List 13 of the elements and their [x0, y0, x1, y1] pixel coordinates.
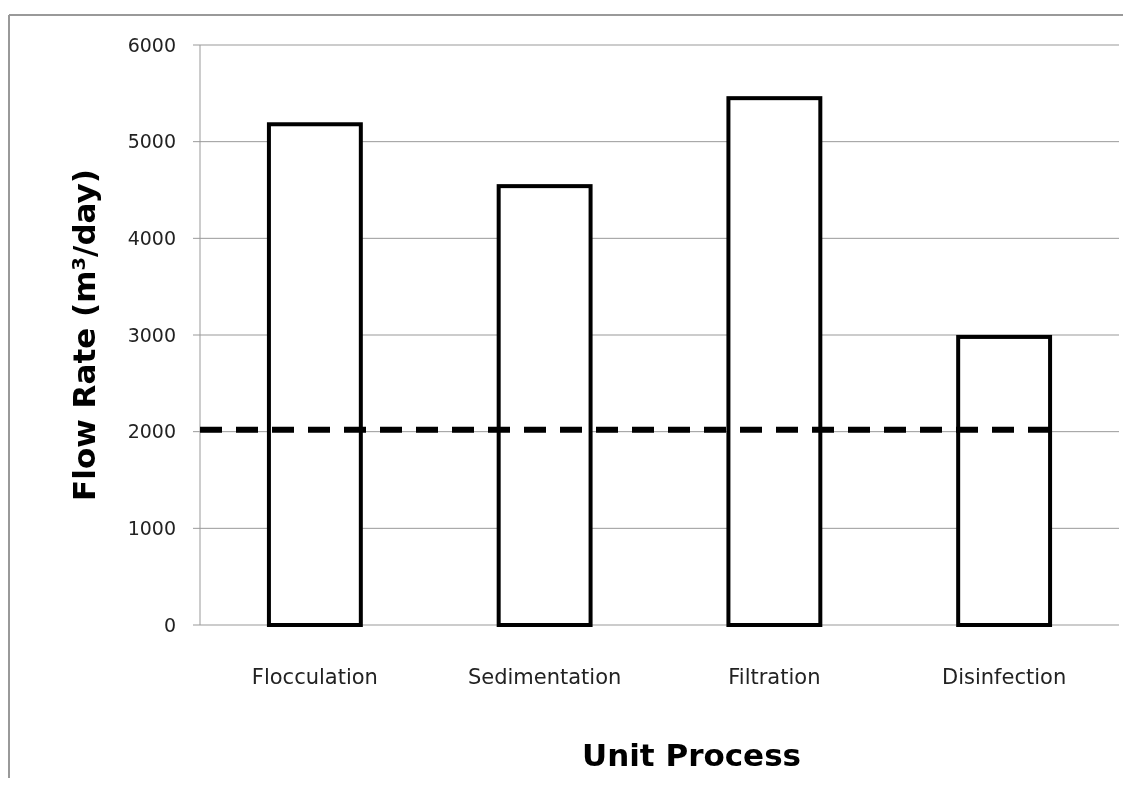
y-tick-label: 2000 [127, 420, 176, 443]
x-tick-label: Flocculation [251, 665, 378, 689]
x-tick-label: Disinfection [942, 665, 1067, 689]
y-tick-label: 4000 [127, 226, 176, 249]
x-tick-label: Sedimentation [467, 665, 622, 689]
y-tick-label: 6000 [127, 33, 176, 56]
y-tick-label: 0 [163, 613, 176, 636]
y-axis-title: Flow Rate (m³/day) [66, 169, 102, 501]
x-tick-label: Filtration [728, 665, 821, 689]
x-axis-title: Unit Process [581, 737, 802, 773]
y-tick-label: 5000 [127, 130, 176, 153]
y-tick-label: 1000 [127, 516, 176, 539]
y-tick-label: 3000 [127, 323, 176, 346]
